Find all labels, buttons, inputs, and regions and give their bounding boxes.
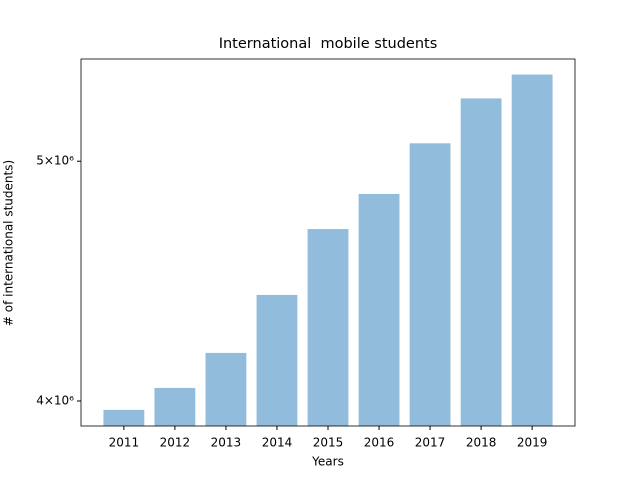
bar [256,294,298,426]
x-tick-label: 2015 [313,436,344,450]
x-tick-label: 2013 [211,436,242,450]
bar [358,193,400,426]
bar [103,409,145,426]
y-tick-label: 4×10⁶ [36,393,74,407]
x-tick-label: 2019 [517,436,548,450]
chart-title: International mobile students [219,36,438,52]
x-tick-label: 2012 [160,436,191,450]
bar [205,352,247,426]
y-tick-label: 5×10⁶ [36,154,74,168]
y-axis-label: # of international students) [2,160,16,326]
x-axis-label: Years [311,455,344,469]
x-tick-label: 2017 [415,436,446,450]
x-tick-label: 2016 [364,436,395,450]
bar [154,387,196,426]
x-tick-label: 2018 [466,436,497,450]
x-tick-label: 2011 [109,436,140,450]
bar [409,143,451,426]
x-tick-label: 2014 [262,436,293,450]
plot-frame [80,58,576,427]
bar [307,229,349,426]
bar [511,74,553,427]
bar [460,98,502,426]
